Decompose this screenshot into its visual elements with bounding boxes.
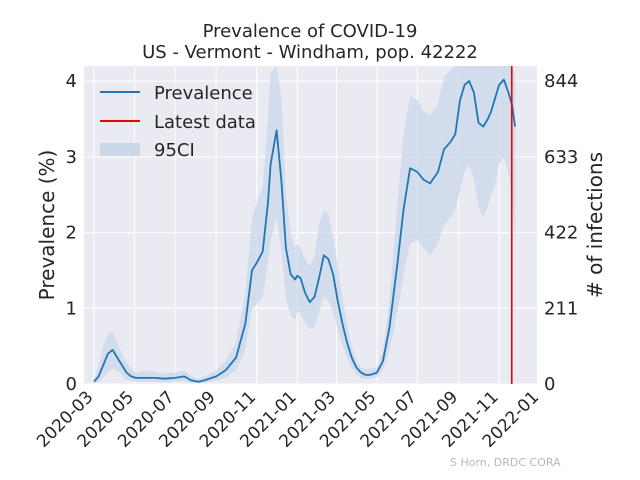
chart-subtitle: US - Vermont - Windham, pop. 42222 bbox=[142, 42, 478, 63]
y-tick-label: 1 bbox=[66, 298, 77, 319]
legend-latest-label: Latest data bbox=[154, 112, 256, 133]
y-axis-label: Prevalence (%) bbox=[35, 150, 59, 301]
y-right-tick-label: 844 bbox=[544, 71, 578, 92]
y-tick-label: 4 bbox=[66, 71, 77, 92]
prevalence-line bbox=[93, 78, 516, 383]
legend: Prevalence Latest data 95CI bbox=[100, 83, 256, 161]
y-tick-label: 0 bbox=[66, 374, 77, 395]
legend-ci-swatch bbox=[100, 143, 140, 156]
y-right-tick-label: 422 bbox=[544, 223, 578, 244]
y-axis-left: 0 1 2 3 4 bbox=[66, 71, 77, 395]
y-tick-label: 2 bbox=[66, 223, 77, 244]
x-axis: 2020-032020-052020-072020-092020-112021-… bbox=[33, 387, 543, 451]
y-right-tick-label: 211 bbox=[544, 298, 578, 319]
legend-prevalence-label: Prevalence bbox=[154, 83, 253, 104]
y-right-tick-label: 0 bbox=[544, 374, 555, 395]
y-tick-label: 3 bbox=[66, 147, 77, 168]
y-axis-right: 0 211 422 633 844 bbox=[544, 71, 578, 395]
ci-band bbox=[94, 66, 516, 384]
y-axis-label-right: # of infections bbox=[583, 152, 607, 298]
y-right-tick-label: 633 bbox=[544, 147, 578, 168]
legend-ci-label: 95CI bbox=[154, 140, 195, 161]
chart-title: Prevalence of COVID-19 bbox=[203, 21, 418, 42]
credit-text: S Horn, DRDC CORA bbox=[450, 456, 561, 469]
